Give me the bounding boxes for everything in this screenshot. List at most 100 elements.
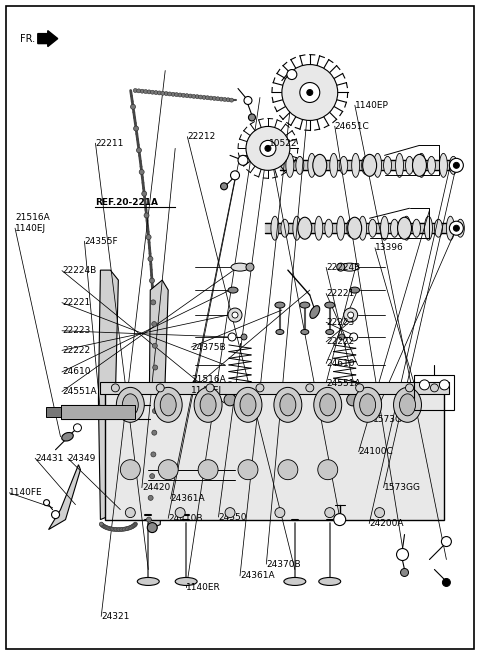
Text: 24610: 24610 — [326, 359, 355, 368]
Text: 22224B: 22224B — [62, 266, 96, 275]
Circle shape — [220, 183, 228, 190]
Ellipse shape — [361, 157, 370, 174]
Circle shape — [140, 89, 144, 93]
Circle shape — [198, 460, 218, 479]
Ellipse shape — [318, 157, 326, 174]
Text: 1140EJ: 1140EJ — [15, 223, 46, 233]
Circle shape — [120, 527, 124, 531]
Text: 24361A: 24361A — [240, 571, 275, 580]
Circle shape — [192, 94, 196, 98]
Circle shape — [144, 90, 148, 94]
Circle shape — [347, 394, 359, 406]
Circle shape — [133, 523, 137, 527]
Circle shape — [156, 384, 164, 392]
Circle shape — [51, 511, 60, 519]
Circle shape — [139, 170, 144, 174]
Circle shape — [146, 234, 151, 240]
Circle shape — [129, 525, 132, 529]
Circle shape — [151, 300, 156, 305]
Circle shape — [126, 527, 130, 531]
Circle shape — [125, 508, 135, 517]
Circle shape — [147, 523, 157, 533]
Circle shape — [202, 96, 206, 100]
Circle shape — [104, 525, 108, 529]
Ellipse shape — [160, 394, 176, 416]
Bar — [100, 382, 449, 394]
Ellipse shape — [456, 219, 464, 237]
Ellipse shape — [62, 432, 73, 441]
Text: REF.20-221A: REF.20-221A — [96, 198, 158, 206]
Circle shape — [265, 145, 271, 151]
Circle shape — [175, 508, 185, 517]
Text: 1140ER: 1140ER — [186, 583, 221, 592]
Text: 22222: 22222 — [62, 346, 90, 355]
Ellipse shape — [325, 219, 333, 237]
Circle shape — [125, 527, 129, 531]
Ellipse shape — [341, 263, 359, 271]
Circle shape — [195, 95, 199, 99]
Text: 24350: 24350 — [218, 513, 247, 521]
Circle shape — [114, 527, 118, 531]
Ellipse shape — [293, 216, 301, 240]
Circle shape — [117, 527, 121, 532]
Circle shape — [102, 525, 106, 529]
Circle shape — [112, 527, 117, 531]
Text: 22223: 22223 — [326, 318, 354, 327]
Ellipse shape — [348, 217, 361, 239]
Ellipse shape — [412, 219, 420, 237]
Ellipse shape — [315, 216, 323, 240]
Text: 24551A: 24551A — [62, 387, 96, 396]
Circle shape — [241, 334, 247, 340]
Ellipse shape — [340, 157, 348, 174]
Circle shape — [178, 93, 182, 97]
Circle shape — [133, 88, 137, 92]
Circle shape — [152, 343, 157, 348]
Ellipse shape — [424, 216, 432, 240]
Ellipse shape — [428, 157, 435, 174]
Circle shape — [400, 569, 408, 576]
Circle shape — [106, 526, 109, 530]
Circle shape — [152, 430, 157, 435]
Circle shape — [443, 578, 450, 586]
Text: 24551A: 24551A — [326, 379, 361, 388]
Circle shape — [153, 365, 158, 370]
Ellipse shape — [391, 219, 398, 237]
Ellipse shape — [175, 578, 197, 586]
Circle shape — [101, 524, 105, 528]
Text: 24355F: 24355F — [84, 236, 118, 246]
Ellipse shape — [137, 578, 159, 586]
Circle shape — [244, 96, 252, 105]
Circle shape — [287, 69, 297, 79]
Circle shape — [150, 474, 155, 479]
Circle shape — [238, 155, 248, 165]
Circle shape — [157, 91, 161, 95]
Circle shape — [107, 527, 111, 531]
Circle shape — [103, 525, 107, 529]
Circle shape — [205, 96, 209, 100]
Circle shape — [212, 96, 216, 100]
Ellipse shape — [271, 216, 279, 240]
Circle shape — [246, 263, 254, 271]
Ellipse shape — [319, 578, 341, 586]
Ellipse shape — [154, 387, 182, 422]
Text: 1573GG: 1573GG — [373, 415, 410, 424]
Circle shape — [100, 523, 105, 527]
Ellipse shape — [406, 157, 413, 174]
Circle shape — [146, 517, 151, 522]
Ellipse shape — [313, 155, 327, 176]
Circle shape — [116, 527, 120, 532]
Circle shape — [356, 384, 364, 392]
Circle shape — [420, 380, 430, 390]
Text: FR.: FR. — [20, 33, 35, 44]
Circle shape — [454, 225, 459, 231]
Circle shape — [325, 508, 335, 517]
Circle shape — [199, 95, 203, 99]
Circle shape — [260, 140, 276, 157]
Circle shape — [168, 92, 172, 96]
Circle shape — [442, 536, 451, 546]
Circle shape — [73, 424, 82, 432]
Ellipse shape — [298, 217, 312, 239]
Ellipse shape — [369, 219, 377, 237]
Circle shape — [406, 384, 413, 392]
Polygon shape — [60, 405, 135, 419]
